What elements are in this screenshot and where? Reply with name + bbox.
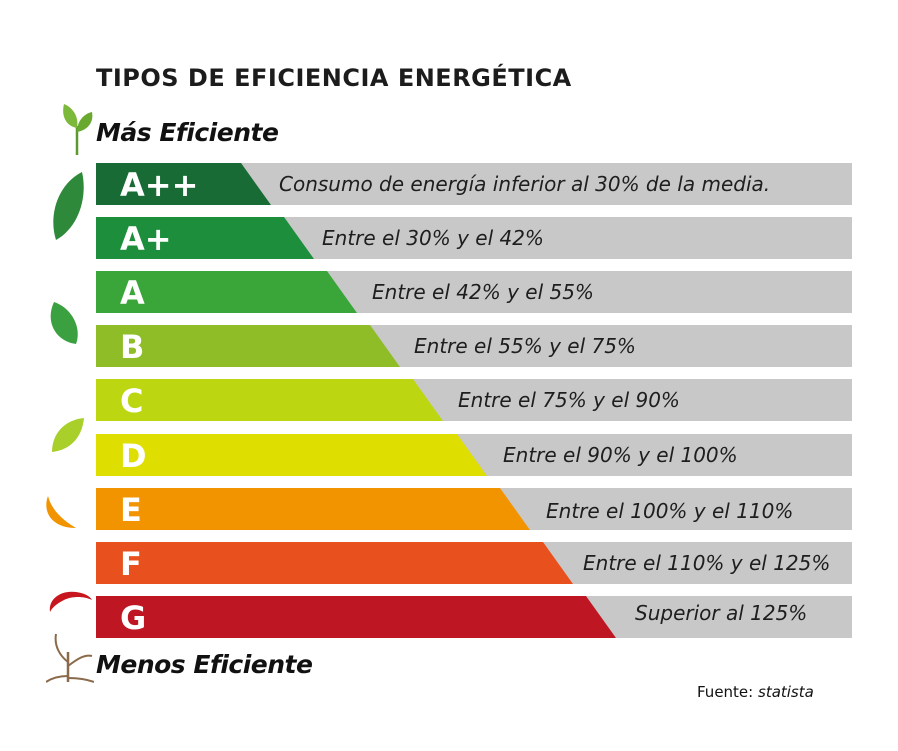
efficiency-row: F Entre el 110% y el 125% (0, 542, 898, 586)
grade-letter: D (120, 437, 147, 475)
grade-letter: B (120, 328, 145, 366)
light-green-leaf-icon (52, 418, 84, 452)
grade-letter: A (120, 274, 145, 312)
grade-band (96, 379, 443, 421)
grade-letter: C (120, 382, 144, 420)
wilted-sprout-icon (46, 633, 94, 683)
source-name: statista (758, 683, 814, 701)
grade-band (96, 434, 487, 476)
grade-band (96, 271, 357, 313)
grade-description: Entre el 100% y el 110% (546, 499, 794, 523)
efficiency-row: A++ Consumo de energía inferior al 30% de… (0, 163, 898, 207)
source-prefix: Fuente: (697, 683, 754, 701)
sprout-icon (63, 104, 93, 155)
grade-letter: E (120, 491, 142, 529)
grade-band (96, 488, 530, 530)
grade-band (96, 325, 400, 367)
grade-letter: A++ (120, 166, 199, 204)
efficiency-row: C Entre el 75% y el 90% (0, 379, 898, 423)
grade-description: Entre el 90% y el 100% (503, 443, 738, 467)
efficiency-row: E Entre el 100% y el 110% (0, 488, 898, 532)
grade-description: Entre el 30% y el 42% (322, 226, 544, 250)
grade-band (96, 217, 314, 259)
grade-letter: G (120, 599, 147, 637)
grade-band (96, 163, 271, 205)
red-leaf-icon (49, 591, 92, 612)
source-credit: Fuente: statista (697, 683, 814, 701)
more-efficient-label: Más Eficiente (96, 118, 279, 147)
grade-description: Superior al 125% (635, 601, 808, 625)
grade-letter: A+ (120, 220, 172, 258)
dark-green-leaf-icon (53, 172, 84, 240)
grade-description: Entre el 75% y el 90% (458, 388, 680, 412)
green-leaf-icon (50, 302, 78, 344)
grade-description: Consumo de energía inferior al 30% de la… (279, 172, 771, 196)
grade-letter: F (120, 545, 142, 583)
efficiency-row: A Entre el 42% y el 55% (0, 271, 898, 315)
less-efficient-label: Menos Eficiente (96, 650, 313, 679)
orange-leaf-icon (46, 496, 76, 528)
efficiency-row: B Entre el 55% y el 75% (0, 325, 898, 369)
grade-band (96, 596, 616, 638)
efficiency-row: D Entre el 90% y el 100% (0, 434, 898, 478)
grade-description: Entre el 42% y el 55% (372, 280, 594, 304)
efficiency-row: A+ Entre el 30% y el 42% (0, 217, 898, 261)
grade-description: Entre el 55% y el 75% (414, 334, 636, 358)
efficiency-row: G Superior al 125% (0, 596, 898, 640)
chart-title: TIPOS DE EFICIENCIA ENERGÉTICA (96, 64, 572, 92)
grade-band (96, 542, 573, 584)
grade-description: Entre el 110% y el 125% (583, 551, 831, 575)
